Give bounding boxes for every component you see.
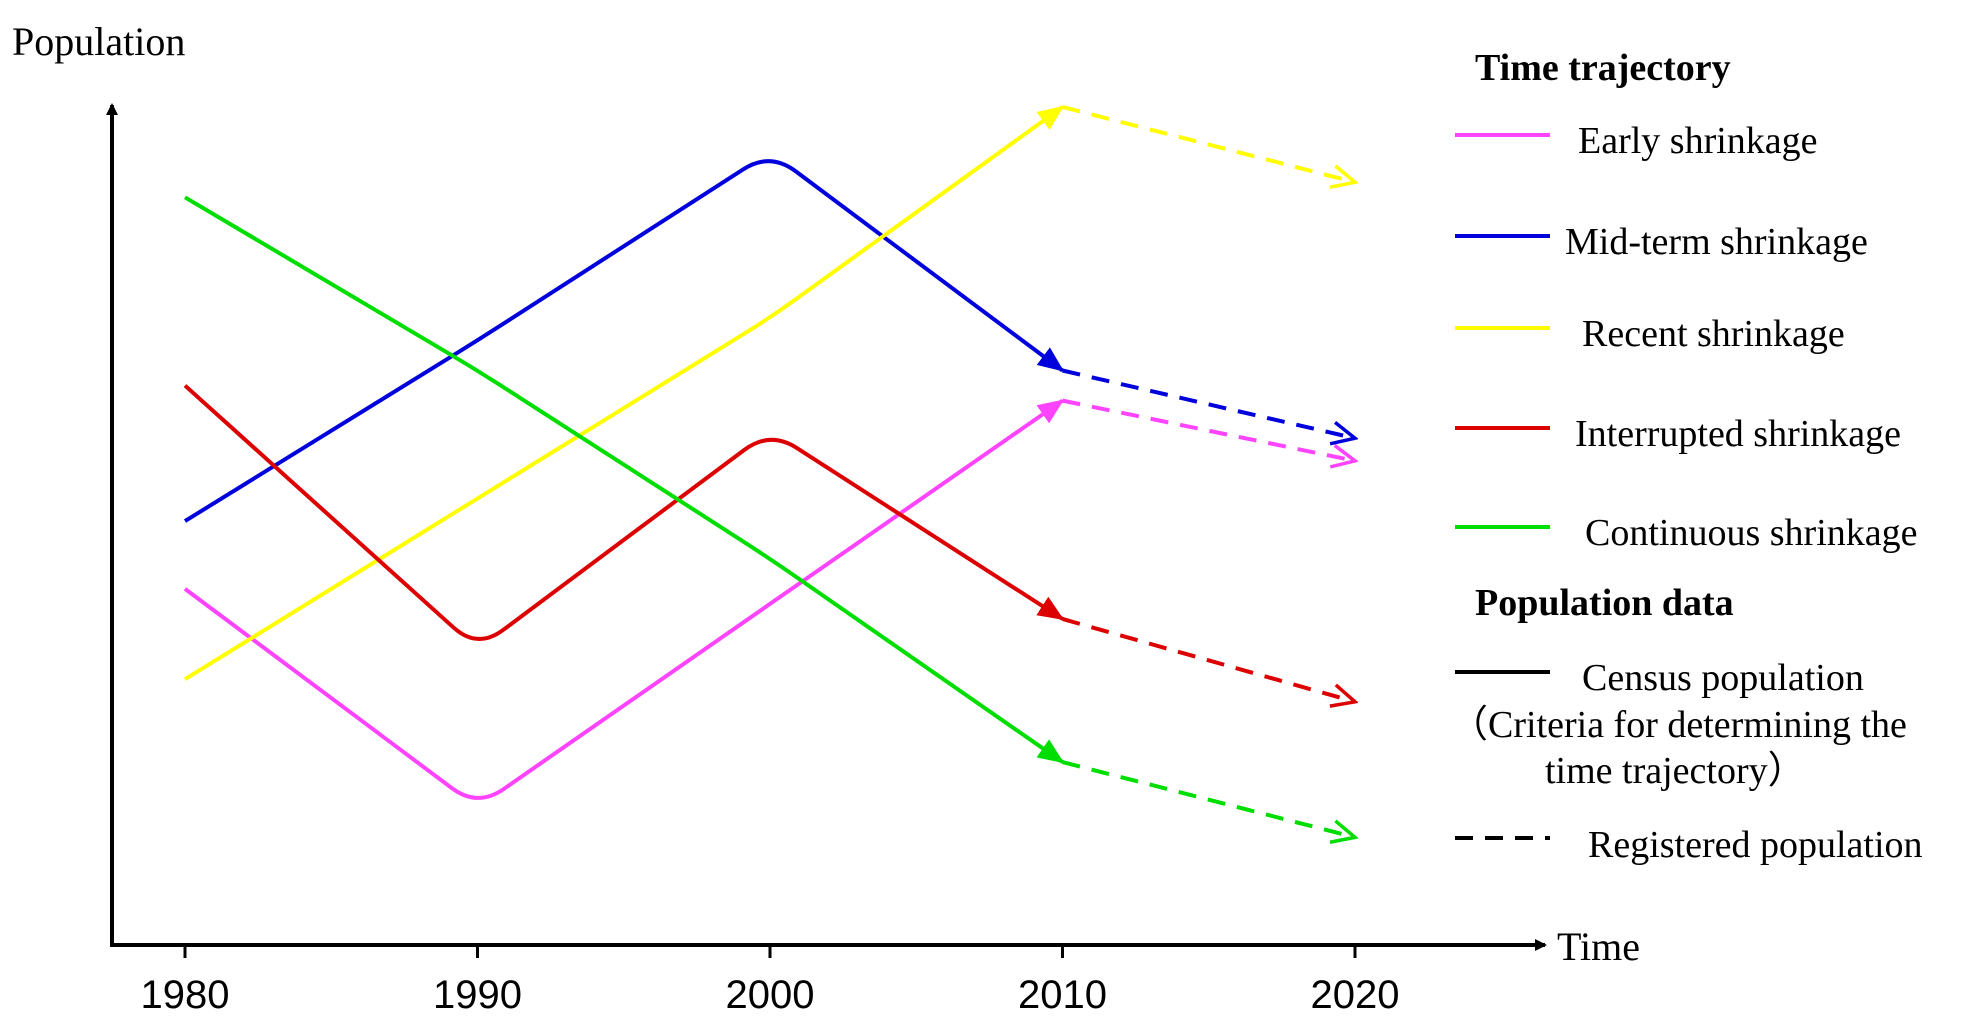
series-recent-shrinkage <box>183 105 1356 681</box>
legend-trajectory-title: Time trajectory <box>1475 47 1731 89</box>
census-line-recent-shrinkage <box>183 105 1065 681</box>
legend-label-continuous-shrinkage: Continuous shrinkage <box>1585 512 1917 554</box>
census-line-continuous-shrinkage <box>183 195 1065 764</box>
x-axis-title: Time <box>1557 924 1640 969</box>
x-tick-label-1980: 1980 <box>141 973 230 1017</box>
registered-line-early-shrinkage <box>1062 398 1356 461</box>
series-early-shrinkage <box>183 398 1356 800</box>
census-line-early-shrinkage <box>183 398 1065 800</box>
x-tick-label-1990: 1990 <box>433 973 522 1017</box>
series-interrupted-shrinkage <box>183 384 1356 702</box>
x-tick-label-2000: 2000 <box>726 973 815 1017</box>
legend: Time trajectory Early shrinkage Mid-term … <box>1450 47 1923 866</box>
legend-census-label: Census population <box>1582 657 1864 699</box>
census-line-interrupted-shrinkage <box>183 384 1065 641</box>
x-tick-label-2010: 2010 <box>1018 973 1107 1017</box>
legend-registered-label: Registered population <box>1588 824 1923 866</box>
series-continuous-shrinkage <box>183 195 1356 837</box>
legend-census-note-line1: （Criteria for determining the <box>1450 704 1907 746</box>
registered-line-continuous-shrinkage <box>1062 760 1356 837</box>
registered-line-interrupted-shrinkage <box>1061 617 1356 702</box>
registered-line-mid-term-shrinkage <box>1062 368 1356 438</box>
legend-label-mid-term-shrinkage: Mid-term shrinkage <box>1565 221 1868 263</box>
x-tick-labels: 1980 1990 2000 2010 2020 <box>141 945 1400 1017</box>
legend-census-note-line2: time trajectory） <box>1545 750 1806 792</box>
x-tick-label-2020: 2020 <box>1311 973 1400 1017</box>
legend-label-early-shrinkage: Early shrinkage <box>1578 120 1818 162</box>
legend-data-title: Population data <box>1475 582 1734 624</box>
registered-line-recent-shrinkage <box>1062 105 1356 182</box>
series-mid-term-shrinkage <box>183 159 1356 523</box>
legend-label-recent-shrinkage: Recent shrinkage <box>1582 313 1845 355</box>
legend-items: Early shrinkage Mid-term shrinkage Recent … <box>1455 120 1917 554</box>
series-layer <box>183 105 1356 837</box>
census-line-mid-term-shrinkage <box>183 159 1065 523</box>
y-axis-title: Population <box>12 19 185 64</box>
legend-label-interrupted-shrinkage: Interrupted shrinkage <box>1575 413 1901 455</box>
